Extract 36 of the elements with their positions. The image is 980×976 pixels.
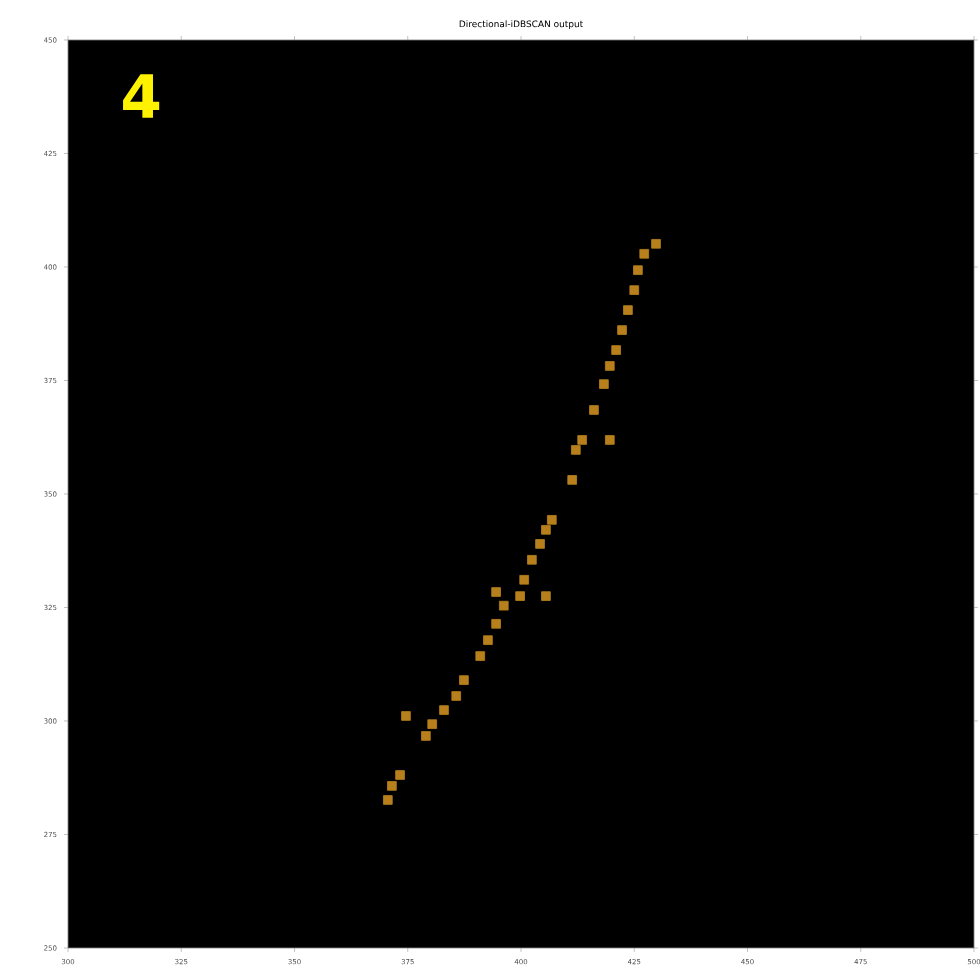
point — [629, 285, 640, 295]
point — [519, 574, 529, 585]
point — [427, 719, 438, 729]
point — [439, 705, 449, 715]
point — [605, 435, 615, 445]
point — [395, 770, 405, 780]
point — [541, 525, 551, 535]
point — [451, 691, 462, 701]
point — [535, 539, 545, 549]
point — [499, 600, 509, 611]
point — [491, 619, 501, 629]
point — [527, 555, 537, 565]
point — [547, 515, 557, 525]
point — [623, 305, 633, 315]
point — [639, 249, 650, 259]
point — [541, 591, 551, 601]
point — [589, 405, 599, 415]
point — [617, 325, 627, 335]
point — [491, 587, 501, 597]
point — [611, 345, 621, 355]
point — [383, 795, 393, 805]
point — [599, 379, 609, 389]
point — [387, 781, 397, 791]
point — [483, 635, 493, 645]
point — [401, 711, 411, 721]
point — [475, 651, 486, 661]
point — [421, 731, 431, 741]
point — [651, 239, 661, 249]
point — [571, 445, 581, 455]
point — [577, 435, 587, 445]
point — [605, 361, 615, 371]
annotation: 4 — [123, 74, 160, 118]
point — [567, 475, 577, 485]
point — [459, 675, 469, 685]
point — [633, 265, 643, 275]
point — [515, 591, 525, 601]
